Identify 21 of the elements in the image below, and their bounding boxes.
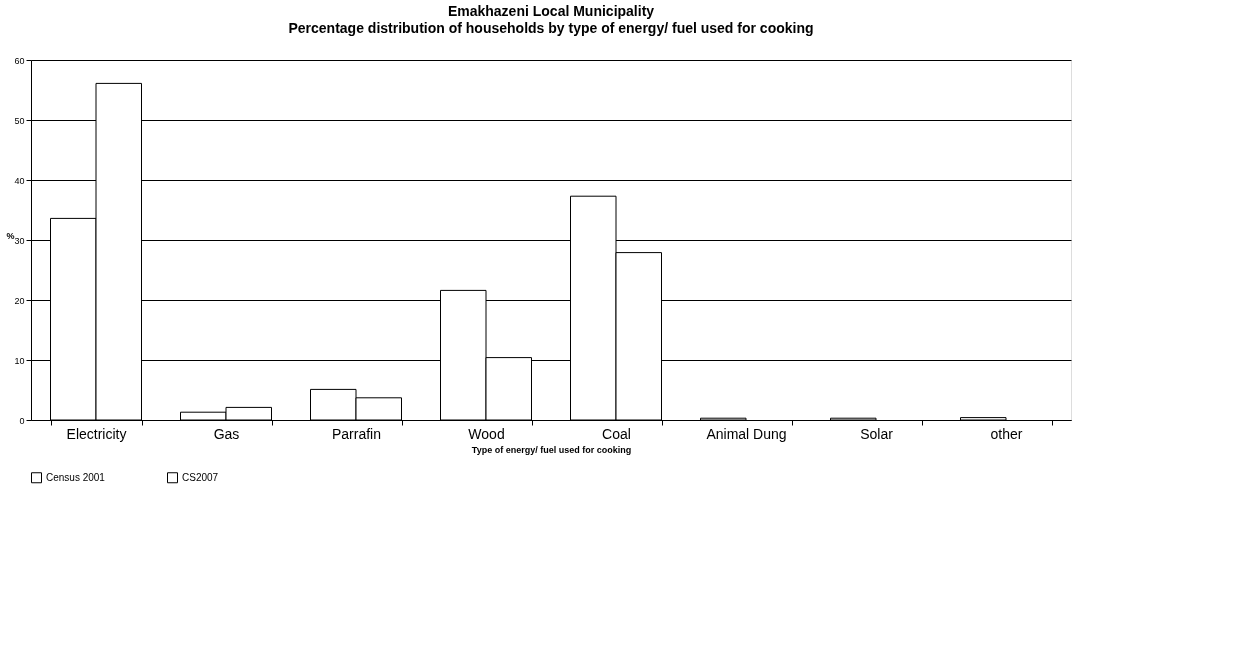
y-tick-label: 10 bbox=[14, 355, 25, 366]
y-tick-label: 60 bbox=[14, 55, 25, 66]
x-axis-title: Type of energy/ fuel used for cooking bbox=[471, 444, 632, 455]
x-tick-label: other bbox=[990, 425, 1023, 442]
y-tick-label: 0 bbox=[19, 415, 25, 426]
x-tick-label: Coal bbox=[602, 425, 631, 442]
y-axis-title: % bbox=[6, 230, 15, 241]
chart-subtitle: Percentage distribution of households by type of energy/ fuel used for cooking bbox=[288, 20, 814, 36]
y-tick-label: 20 bbox=[14, 295, 25, 306]
x-tick-label: Animal Dung bbox=[706, 425, 787, 442]
legend-label: Census 2001 bbox=[46, 471, 106, 483]
x-tick-label: Parrafin bbox=[331, 425, 382, 442]
chart-title: Emakhazeni Local Municipality bbox=[447, 3, 655, 19]
x-tick-label: Solar bbox=[860, 425, 894, 442]
x-tick-label: Wood bbox=[468, 425, 505, 442]
x-tick-label: Electricity bbox=[66, 425, 127, 442]
y-tick-label: 50 bbox=[14, 115, 25, 126]
y-tick-label: 30 bbox=[14, 235, 25, 246]
x-tick-label: Gas bbox=[213, 425, 240, 442]
y-tick-label: 40 bbox=[14, 175, 25, 186]
legend-label: CS2007 bbox=[182, 471, 219, 483]
